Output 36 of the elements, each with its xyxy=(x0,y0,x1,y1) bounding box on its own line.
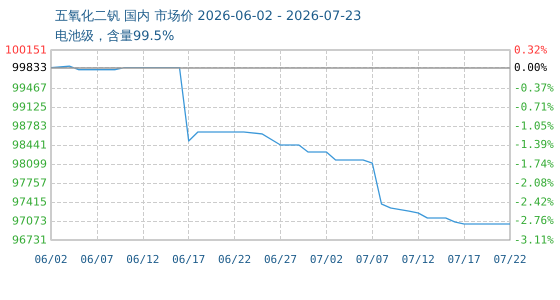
y-tick-label: 100151 xyxy=(5,44,47,56)
y2-tick-label: -1.39% xyxy=(514,138,554,152)
chart-subtitle: 电池级，含量99.5% xyxy=(55,29,174,44)
y-tick-label: 97415 xyxy=(12,196,47,208)
y2-tick-label: -1.74% xyxy=(514,158,554,171)
x-tick-label: 06/07 xyxy=(80,253,114,266)
y2-tick-label: 0.00% xyxy=(514,61,548,74)
y-tick-label: 98441 xyxy=(12,138,47,152)
x-tick-label: 07/07 xyxy=(356,253,389,266)
y2-tick-label: -0.37% xyxy=(514,82,554,95)
y2-tick-label: -0.71% xyxy=(514,100,554,114)
x-tick-label: 07/12 xyxy=(402,253,435,266)
line-series xyxy=(50,66,511,225)
y-tick-label: 98099 xyxy=(12,158,47,170)
y2-tick-label: -2.76% xyxy=(514,214,554,228)
y-tick-label: 97073 xyxy=(12,214,47,228)
y2-tick-label: -2.08% xyxy=(514,176,554,190)
y-tick-label: 98783 xyxy=(12,120,47,132)
y-tick-label: 96731 xyxy=(12,234,47,246)
y-tick-label: 99125 xyxy=(12,100,47,114)
y-tick-label: 99833 xyxy=(12,61,47,74)
y-tick-label: 97757 xyxy=(12,176,47,190)
x-tick-label: 07/17 xyxy=(448,253,481,266)
x-tick-label: 06/17 xyxy=(172,253,206,266)
x-tick-label: 06/27 xyxy=(264,253,298,266)
x-tick-label: 07/22 xyxy=(493,253,527,266)
y2-tick-label: 0.32% xyxy=(514,44,548,56)
y2-tick-label: -3.11% xyxy=(514,234,554,246)
x-tick-label: 06/22 xyxy=(218,253,252,266)
y2-tick-label: -2.42% xyxy=(514,195,554,208)
y2-tick-label: -1.05% xyxy=(514,119,554,132)
y-tick-label: 99467 xyxy=(12,82,47,94)
chart-title: 五氧化二钒 国内 市场价 2026-06-02 - 2026-07-23 xyxy=(55,9,362,24)
x-tick-label: 06/12 xyxy=(126,253,160,266)
x-tick-label: 07/02 xyxy=(310,253,343,266)
x-tick-label: 06/02 xyxy=(34,253,68,266)
